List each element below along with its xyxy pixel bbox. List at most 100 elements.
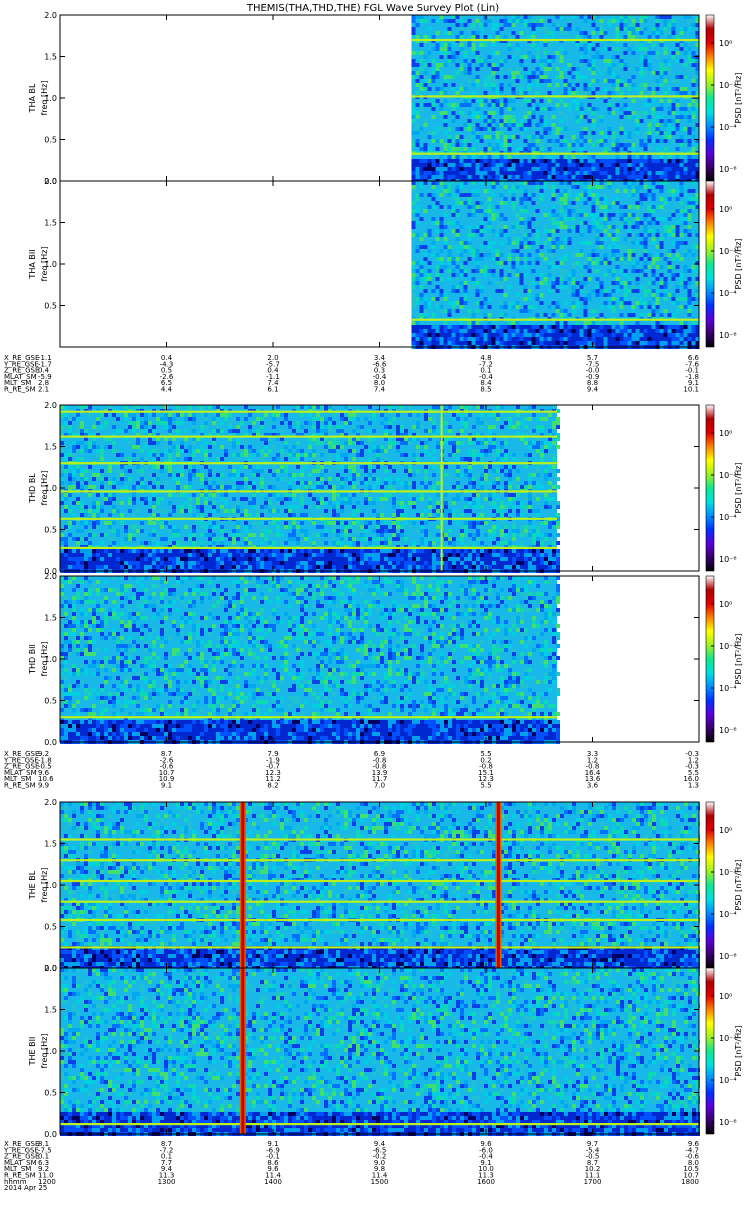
spectrogram-pixel (464, 329, 468, 333)
spectrogram-pixel (624, 237, 628, 241)
spectrogram-pixel (448, 261, 452, 265)
spectrogram-pixel (576, 197, 580, 201)
spectrogram-pixel (536, 201, 540, 205)
y-tick-label: 0.5 (44, 302, 57, 311)
spectrogram-pixel (152, 441, 156, 445)
spectrogram-pixel (428, 481, 432, 485)
spectrogram-pixel (420, 277, 424, 281)
spectrogram-pixel (176, 493, 180, 497)
spectrogram-pixel (500, 273, 504, 277)
spectrogram-pixel (356, 453, 360, 457)
spectrogram-pixel (156, 481, 160, 485)
spectrogram-pixel (416, 167, 420, 171)
spectrogram-pixel (456, 277, 460, 281)
spectrogram-pixel (632, 217, 636, 221)
spectrogram-pixel (544, 333, 548, 337)
spectrogram-pixel (112, 421, 116, 425)
spectrogram-pixel (532, 333, 536, 337)
spectrogram-pixel (672, 19, 676, 23)
spectrogram-pixel (280, 453, 284, 457)
spectrogram-pixel (504, 123, 508, 127)
spectrogram-pixel (204, 425, 208, 429)
spectrogram-pixel (480, 27, 484, 31)
spectrogram-pixel (532, 485, 536, 489)
spectrogram-pixel (452, 159, 456, 163)
spectrogram-pixel (460, 193, 464, 197)
spectrogram-pixel (492, 119, 496, 123)
spectrogram-pixel (436, 277, 440, 281)
spectrogram-pixel (524, 457, 528, 461)
spectrogram-pixel (640, 71, 644, 75)
spectrogram-pixel (212, 405, 216, 409)
spectrogram-pixel (540, 171, 544, 175)
spectrogram-pixel (452, 209, 456, 213)
spectrogram-pixel (564, 269, 568, 273)
spectrogram-pixel (444, 43, 448, 47)
spectrogram-pixel (504, 103, 508, 107)
spectrogram-pixel (604, 221, 608, 225)
spectrogram-pixel (596, 185, 600, 189)
spectrogram-pixel (144, 413, 148, 417)
spectrogram-pixel (604, 67, 608, 71)
spectrogram-pixel (604, 325, 608, 329)
spectrogram-pixel (164, 465, 168, 469)
spectrogram-pixel (448, 249, 452, 253)
spectrogram-pixel (564, 197, 568, 201)
spectrogram-pixel (668, 293, 672, 297)
spectrogram-pixel (588, 15, 592, 19)
spectrogram-pixel (612, 159, 616, 163)
spectrogram-pixel (500, 123, 504, 127)
spectrogram-pixel (476, 51, 480, 55)
spectrogram-pixel (676, 115, 680, 119)
spectrogram-pixel (648, 341, 652, 345)
spectrogram-pixel (524, 485, 528, 489)
spectrogram-pixel (412, 233, 416, 237)
spectrogram-pixel (644, 159, 648, 163)
spectrogram-pixel (200, 413, 204, 417)
spectrogram-pixel (528, 171, 532, 175)
spectrogram-pixel (516, 413, 520, 417)
spectrogram-pixel (336, 477, 340, 481)
spectrogram-pixel (456, 441, 460, 445)
spectrogram-pixel (424, 79, 428, 83)
spectrogram-pixel (548, 329, 552, 333)
spectrogram-pixel (528, 135, 532, 139)
spectrogram-pixel (652, 329, 656, 333)
spectrogram-pixel (420, 337, 424, 341)
spectrogram-pixel (456, 249, 460, 253)
y-tick-label: 1.5 (44, 53, 57, 62)
spectrogram-pixel (684, 253, 688, 257)
spectrogram-pixel (176, 481, 180, 485)
spectrogram-pixel (488, 55, 492, 59)
spectrogram-pixel (348, 417, 352, 421)
spectrogram-pixel (612, 201, 616, 205)
spectrogram-pixel (100, 445, 104, 449)
spectrogram-pixel (600, 209, 604, 213)
spectrogram-pixel (640, 87, 644, 91)
spectrogram-pixel (488, 445, 492, 449)
spectrogram-pixel (688, 119, 692, 123)
spectrogram-pixel (608, 175, 612, 179)
spectrogram-pixel (676, 91, 680, 95)
spectrogram-pixel (492, 51, 496, 55)
spectrogram-pixel (344, 465, 348, 469)
spectrogram-pixel (668, 23, 672, 27)
spectrogram-pixel (600, 167, 604, 171)
spectrogram-pixel (544, 131, 548, 135)
spectrogram-pixel (68, 457, 72, 461)
spectrogram-pixel (544, 253, 548, 257)
spectrogram-pixel (288, 481, 292, 485)
spectrogram-pixel (624, 175, 628, 179)
spectrogram-pixel (512, 91, 516, 95)
spectrogram-pixel (480, 171, 484, 175)
spectrogram-pixel (628, 107, 632, 111)
spectrogram-pixel (488, 189, 492, 193)
spectrogram-pixel (604, 31, 608, 35)
spectrogram-pixel (644, 47, 648, 51)
spectrogram-pixel (64, 465, 68, 469)
spectrogram-pixel (276, 457, 280, 461)
spectrogram-pixel (456, 143, 460, 147)
spectrogram-pixel (472, 171, 476, 175)
spectrogram-pixel (456, 473, 460, 477)
spectrogram-pixel (644, 241, 648, 245)
